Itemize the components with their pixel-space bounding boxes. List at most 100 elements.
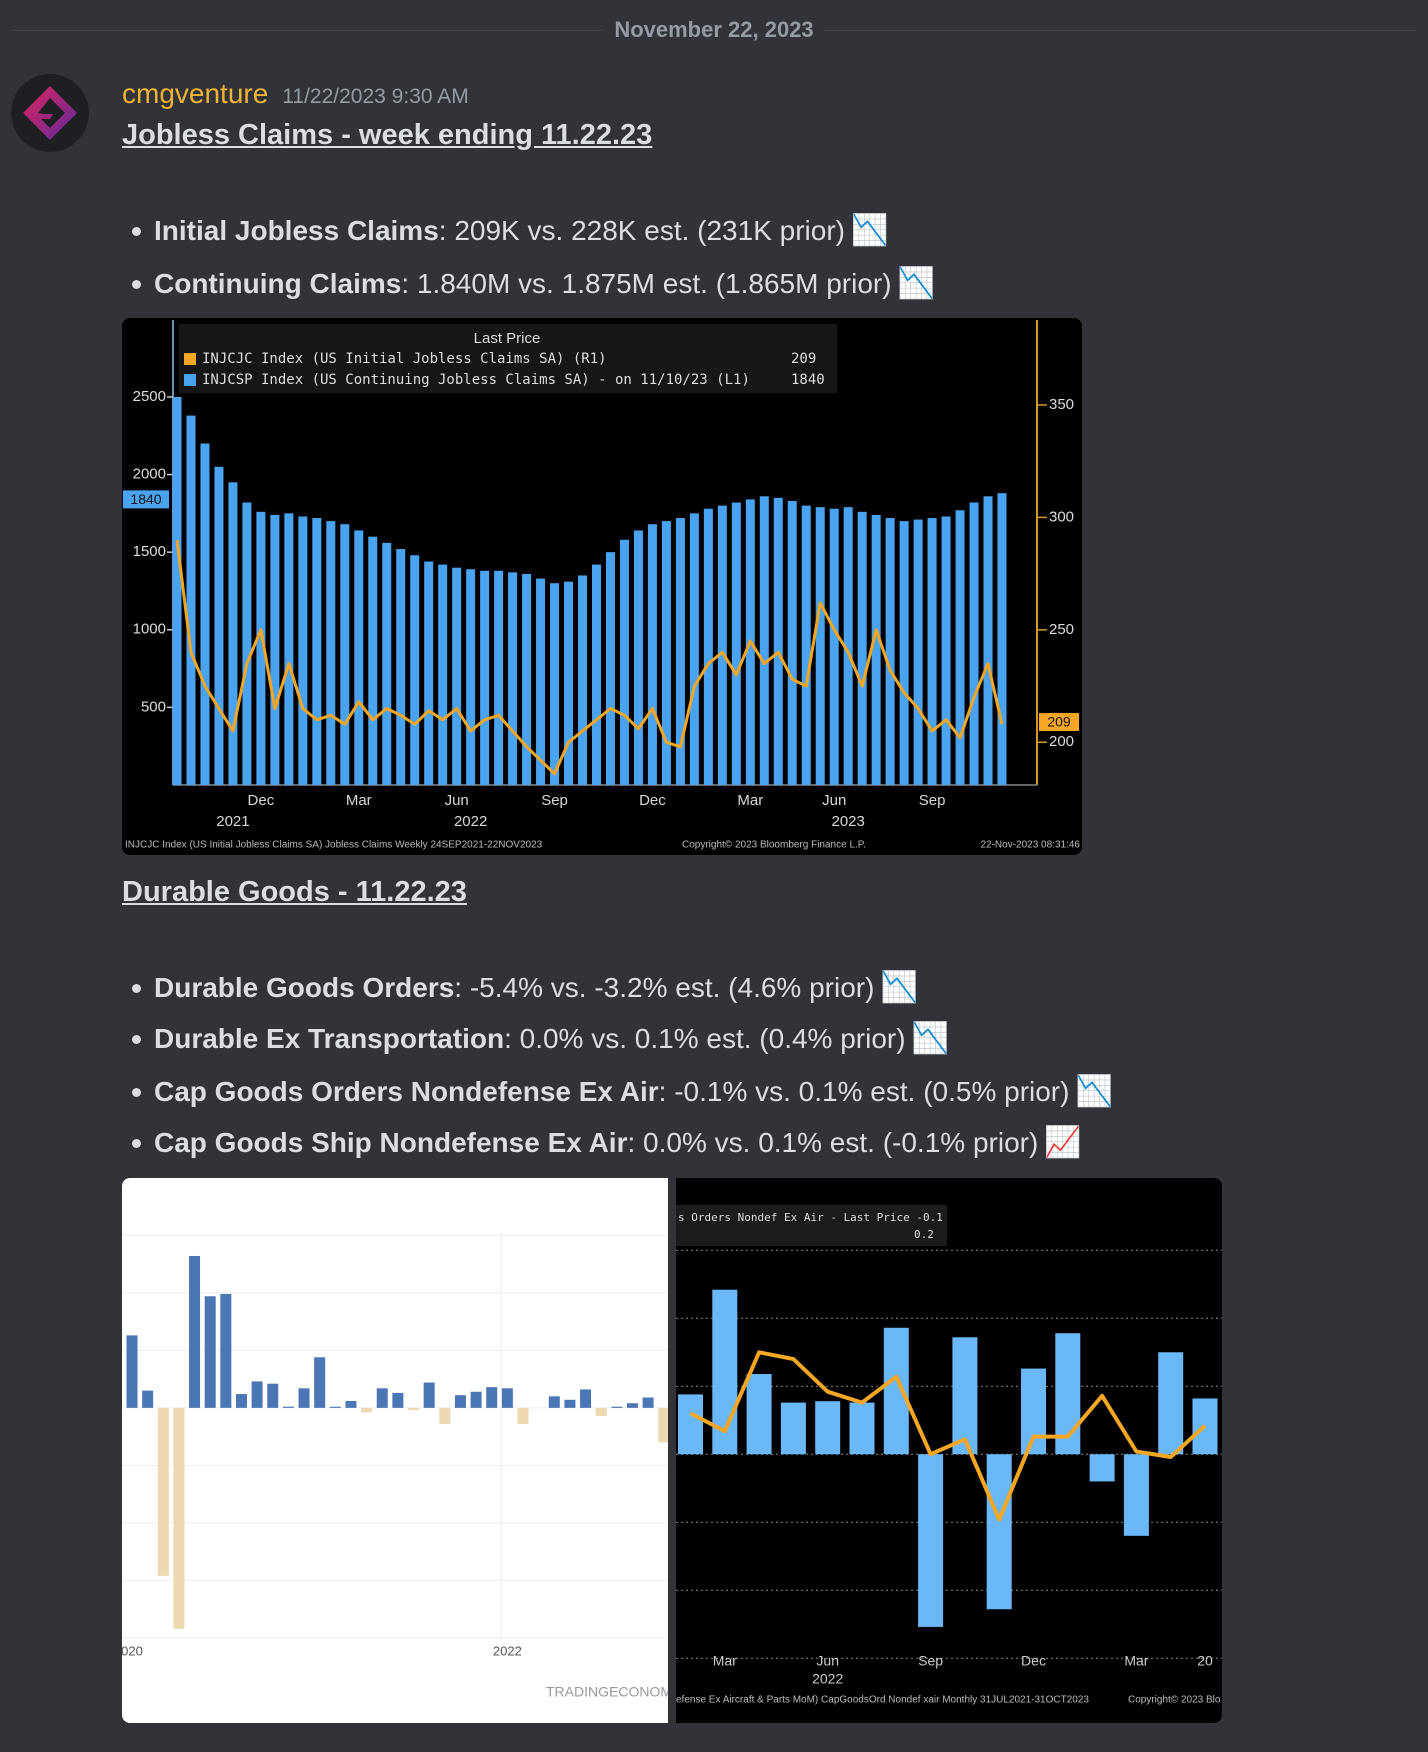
last-value-label: 209 [1047, 714, 1071, 730]
y2-tick-label: 300 [1049, 508, 1074, 525]
date-text: November 22, 2023 [604, 17, 824, 42]
username[interactable]: cmgventure [122, 78, 269, 109]
chart-footer: INJCJC Index (US Initial Jobless Claims … [125, 840, 543, 851]
bar [454, 1395, 466, 1408]
bar [228, 482, 238, 785]
y-tick-label: 500 [141, 698, 166, 715]
bullet-detail: : 1.840M vs. 1.875M est. (1.865M prior) [401, 268, 892, 299]
section-heading: Durable Goods - 11.22.23 [122, 876, 467, 908]
emoji: 📈 [1044, 1126, 1082, 1159]
bar [927, 518, 937, 785]
bar [157, 1407, 169, 1576]
bar [368, 536, 378, 785]
date-divider-label: November 22, 2023 [0, 16, 1428, 47]
bar [899, 521, 909, 785]
x-year-label: 2021 [216, 813, 249, 830]
bar [787, 500, 797, 785]
bar [941, 516, 951, 785]
bar [480, 570, 490, 785]
x-tick-label: Jun [445, 792, 469, 809]
bar [780, 1402, 806, 1455]
bar [326, 521, 336, 785]
bar [746, 1374, 772, 1455]
chart-footer: efense Ex Aircraft & Parts MoM) CapGoods… [676, 1695, 1089, 1706]
bar [354, 530, 364, 785]
x-tick-label: Sep [919, 792, 946, 809]
legend-label: INJCJC Index (US Initial Jobless Claims … [202, 351, 607, 367]
x-tick-label: Mar [346, 792, 372, 809]
bar [270, 514, 280, 785]
bar [815, 1401, 841, 1455]
bar [871, 514, 881, 785]
bar [486, 1387, 498, 1408]
bar [633, 530, 643, 785]
avatar[interactable] [11, 74, 89, 152]
bar [703, 508, 713, 785]
bar [564, 581, 574, 785]
chart-image[interactable]: 500 1000 1500 2000 2500 200 250 300 350 Last Pric… [122, 318, 1082, 855]
bar [661, 521, 671, 785]
bar [843, 507, 853, 785]
bar [717, 505, 727, 785]
bar [522, 573, 532, 785]
bar [242, 502, 252, 785]
watermark: TRADINGECONOM [546, 1684, 668, 1700]
chart-image[interactable]: s Orders Nondef Ex Air - Last Price -0.1… [676, 1178, 1222, 1723]
bar [857, 511, 867, 785]
bar [689, 513, 699, 785]
bar [501, 1388, 513, 1408]
bar [918, 1454, 944, 1627]
bar [658, 1407, 668, 1443]
y2-tick-label: 250 [1049, 621, 1074, 638]
section-heading: Jobless Claims - week ending 11.22.23 [122, 119, 653, 151]
y-tick-label: 2500 [133, 388, 166, 405]
bar [885, 518, 895, 785]
bar [126, 1335, 138, 1408]
emoji: 📉 [851, 214, 889, 247]
bar [801, 505, 811, 785]
bar [173, 1407, 185, 1629]
x-tick-label: 20 [1197, 1653, 1213, 1669]
bullet: Initial Jobless Claims: 209K vs. 228K es… [131, 211, 889, 251]
y-tick-label: 2000 [133, 466, 166, 483]
emoji: 📉 [1075, 1075, 1113, 1108]
legend-title: Last Price [474, 330, 541, 347]
bar [361, 1407, 373, 1413]
bar [438, 564, 448, 785]
legend-text: 0.2 [914, 1228, 934, 1241]
x-tick-label: Mar [1124, 1653, 1148, 1669]
chart-image[interactable]: 020 2022 TRADINGECONOM [122, 1178, 668, 1723]
bar [675, 518, 685, 785]
bar [282, 1406, 294, 1408]
bar [235, 1394, 247, 1408]
bar [186, 415, 196, 785]
x-year-label: 2022 [812, 1671, 843, 1687]
bar [329, 1406, 341, 1408]
bar [647, 524, 657, 785]
bar [1158, 1352, 1184, 1455]
legend-swatch [184, 374, 196, 386]
chart: s Orders Nondef Ex Air - Last Price -0.1… [676, 1205, 1222, 1706]
bullet-label: Durable Ex Transportation [154, 1023, 505, 1054]
bar [408, 1407, 420, 1411]
bullet: Continuing Claims: 1.840M vs. 1.875M est… [132, 264, 935, 304]
bar [424, 561, 434, 785]
bar [439, 1407, 451, 1424]
bar [340, 524, 350, 785]
bar [204, 1296, 216, 1408]
bullet-label: Cap Goods Orders Nondefense Ex Air [154, 1076, 659, 1107]
y-tick-label: 1000 [133, 621, 166, 638]
bar [986, 1454, 1012, 1610]
bullet: Cap Goods Ship Nondefense Ex Air: 0.0% v… [132, 1123, 1082, 1163]
bar [564, 1399, 576, 1408]
bar [452, 567, 462, 785]
x-tick-label: Sep [541, 792, 568, 809]
x-tick-label: Jun [816, 1653, 839, 1669]
bar [1123, 1454, 1149, 1536]
timestamp: 11/22/2023 9:30 AM [282, 85, 469, 108]
bar [410, 555, 420, 785]
last-value-tag [1039, 713, 1079, 732]
x-tick-label: Mar [713, 1653, 737, 1669]
bar [256, 511, 266, 785]
bullet-detail: : 209K vs. 228K est. (231K prior) [438, 215, 845, 246]
